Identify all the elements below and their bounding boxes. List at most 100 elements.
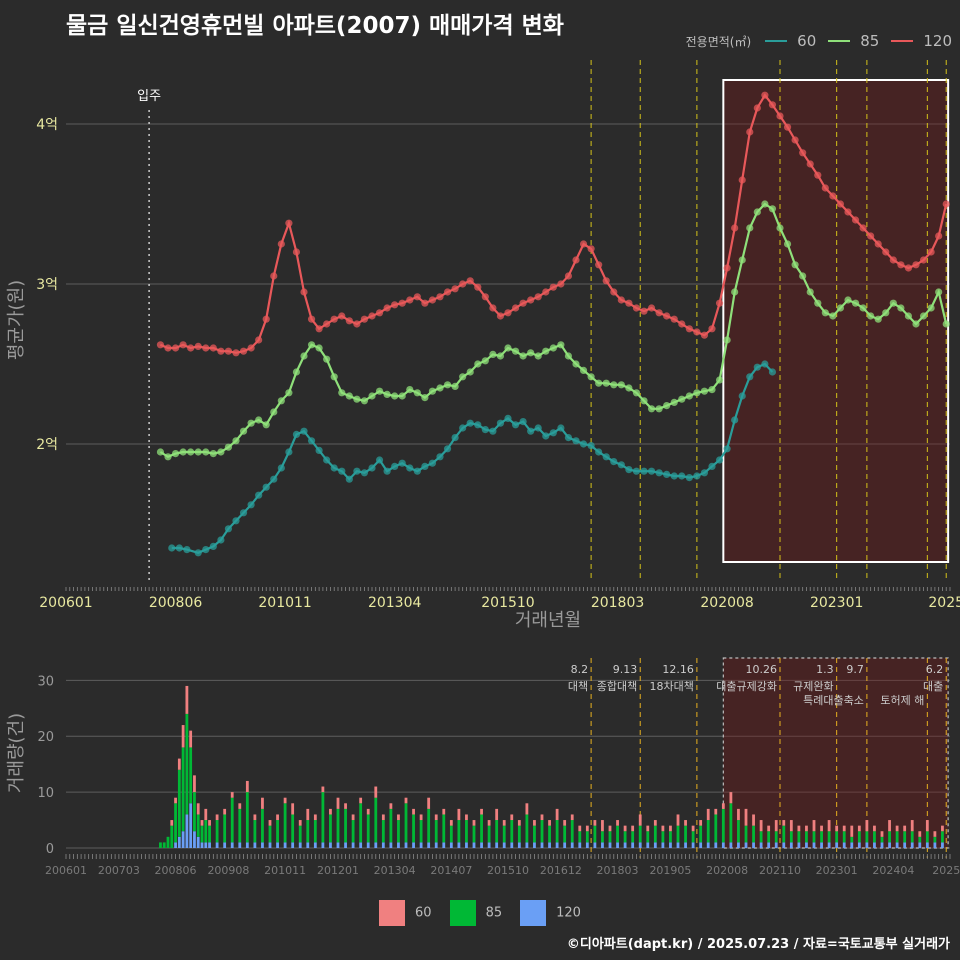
price-point-120	[277, 240, 285, 248]
volume-bar-60	[404, 797, 408, 804]
price-point-85	[746, 224, 754, 232]
volume-x-tick-label: 202404	[872, 864, 914, 877]
volume-bar-60	[230, 792, 234, 798]
volume-bar-85	[298, 825, 302, 843]
volume-bar-85	[533, 825, 536, 843]
volume-bar-120	[729, 842, 733, 848]
volume-bar-120	[835, 842, 839, 848]
price-point-60	[557, 424, 565, 432]
policy-date-label: 9.13	[613, 663, 638, 676]
volume-bar-85	[185, 713, 189, 815]
price-point-120	[451, 285, 459, 293]
volume-bar-120	[903, 842, 907, 848]
volume-bar-85	[941, 831, 944, 843]
price-point-120	[360, 315, 369, 323]
price-point-85	[504, 344, 512, 352]
volume-bar-120	[646, 842, 650, 848]
volume-bar-85	[752, 825, 755, 843]
policy-name-label: 토허제 해	[880, 693, 924, 707]
price-point-85	[579, 366, 588, 374]
price-point-120	[557, 280, 565, 288]
price-point-85	[557, 341, 565, 349]
volume-bar-60	[412, 808, 415, 815]
volume-bar-120	[313, 842, 317, 848]
volume-x-tick-label: 201407	[430, 864, 472, 877]
price-point-85	[897, 304, 905, 312]
volume-bar-60	[744, 808, 748, 826]
price-point-85	[874, 315, 882, 323]
price-point-60	[247, 501, 255, 509]
volume-bar-120	[714, 842, 718, 848]
volume-bar-85	[510, 820, 514, 843]
price-point-60	[175, 544, 183, 552]
volume-bar-120	[767, 842, 771, 848]
price-point-85	[338, 389, 346, 397]
price-point-85	[632, 389, 641, 397]
volume-bar-120	[427, 842, 431, 848]
price-point-120	[292, 248, 301, 256]
volume-bar-120	[880, 842, 884, 848]
volume-bar-60	[676, 814, 680, 826]
volume-bar-60	[782, 820, 786, 826]
volume-bar-85	[238, 808, 242, 843]
volume-bar-120	[850, 842, 854, 848]
price-point-60	[738, 392, 746, 400]
volume-bar-120	[601, 842, 604, 848]
bar-legend-label-60: 60	[415, 905, 432, 921]
price-point-60	[421, 462, 429, 470]
price-point-85	[428, 387, 437, 395]
price-point-60	[708, 462, 716, 470]
price-point-120	[632, 304, 641, 312]
price-point-120	[610, 288, 618, 296]
volume-bar-85	[835, 831, 839, 843]
price-x-tick-label: 201011	[258, 595, 311, 611]
volume-highlight-box	[722, 657, 949, 849]
volume-bar-60	[880, 831, 884, 837]
volume-bar-60	[374, 786, 378, 798]
volume-bar-120	[291, 842, 295, 848]
volume-bar-120	[253, 842, 257, 848]
price-point-120	[202, 344, 210, 352]
price-point-60	[700, 469, 709, 477]
price-point-85	[519, 352, 527, 360]
volume-bar-120	[842, 842, 846, 848]
volume-bar-85	[321, 792, 325, 843]
price-point-120	[443, 288, 452, 296]
volume-bar-85	[880, 836, 884, 843]
volume-bar-120	[623, 842, 627, 848]
price-point-120	[255, 336, 263, 344]
price-point-120	[715, 299, 724, 307]
price-point-120	[912, 261, 920, 269]
policy-date-label: 12.16	[662, 663, 694, 676]
volume-bar-120	[196, 836, 200, 848]
price-point-60	[731, 416, 739, 424]
volume-bar-120	[548, 842, 551, 848]
price-point-60	[693, 472, 701, 480]
price-point-60	[534, 424, 542, 432]
volume-bar-85	[412, 814, 415, 843]
price-point-60	[761, 360, 769, 368]
price-point-60	[232, 517, 240, 525]
volume-bar-120	[487, 842, 491, 848]
price-point-85	[663, 402, 671, 410]
chart-title: 물금 일신건영휴먼빌 아파트(2007) 매매가격 변화	[66, 13, 564, 39]
price-point-60	[572, 437, 580, 445]
price-point-85	[285, 389, 293, 397]
volume-bar-120	[706, 842, 710, 848]
price-point-85	[202, 448, 210, 456]
price-point-60	[217, 536, 225, 544]
price-point-60	[353, 467, 361, 475]
price-point-120	[647, 304, 656, 312]
price-point-85	[572, 360, 580, 368]
price-point-120	[375, 309, 384, 317]
volume-bar-60	[238, 803, 242, 809]
volume-bar-60	[714, 808, 718, 815]
volume-bar-60	[174, 797, 177, 804]
volume-bar-60	[204, 808, 208, 821]
price-point-60	[239, 509, 248, 517]
volume-bar-85	[820, 831, 823, 843]
volume-bar-120	[449, 842, 453, 848]
bar-legend-item-85: 85	[449, 900, 502, 926]
volume-bar-60	[336, 797, 340, 809]
volume-bar-85	[245, 792, 249, 843]
